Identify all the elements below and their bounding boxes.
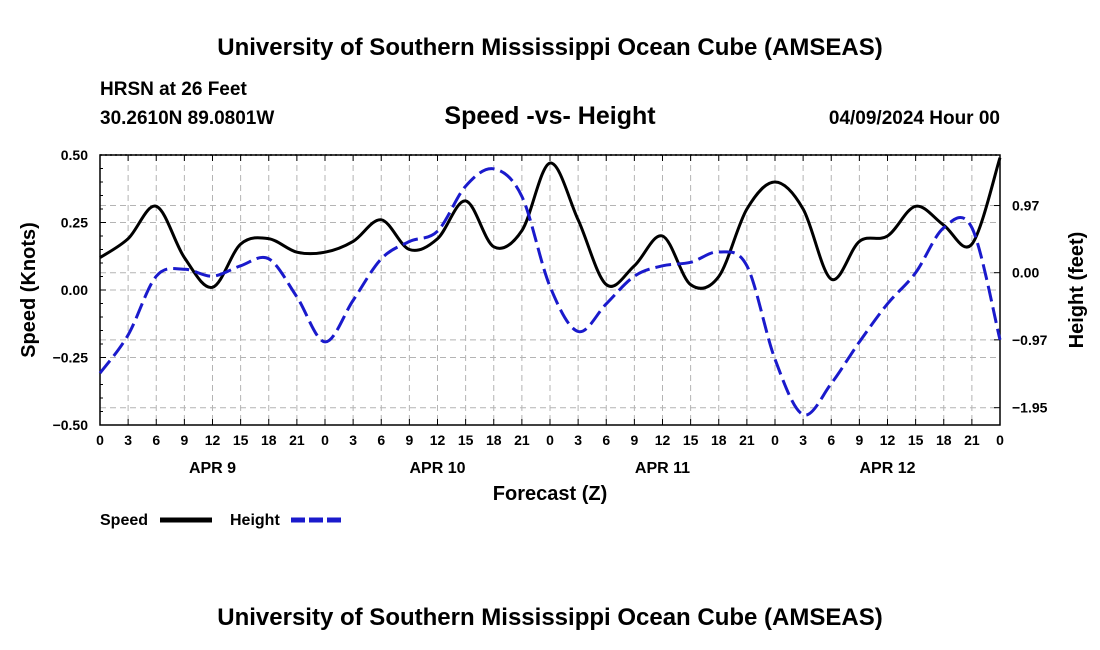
day-label-2: APR 11 bbox=[635, 460, 690, 477]
station-name: HRSN at 26 Feet bbox=[100, 79, 247, 100]
x-tick-label-32: 0 bbox=[996, 432, 1004, 448]
x-tick-label-18: 6 bbox=[602, 432, 610, 448]
x-tick-label-7: 21 bbox=[289, 432, 305, 448]
x-tick-label-24: 0 bbox=[771, 432, 779, 448]
x-tick-label-26: 6 bbox=[827, 432, 835, 448]
station-coordinates: 30.2610N 89.0801W bbox=[100, 108, 274, 129]
legend: Speed Height bbox=[100, 512, 343, 529]
x-tick-label-14: 18 bbox=[486, 432, 502, 448]
x-tick-label-19: 9 bbox=[630, 432, 638, 448]
x-tick-label-1: 3 bbox=[124, 432, 132, 448]
x-tick-label-2: 6 bbox=[152, 432, 160, 448]
x-tick-label-6: 18 bbox=[261, 432, 277, 448]
chart-main-title: University of Southern Mississippi Ocean… bbox=[217, 34, 882, 61]
x-axis-label: Forecast (Z) bbox=[493, 483, 607, 505]
day-label-0: APR 9 bbox=[189, 460, 236, 477]
x-tick-label-10: 6 bbox=[377, 432, 385, 448]
legend-label-height: Height bbox=[230, 512, 280, 529]
x-tick-label-5: 15 bbox=[233, 432, 249, 448]
grid-lines bbox=[100, 154, 1000, 425]
y2-tick-label-3: −1.95 bbox=[1012, 400, 1048, 416]
x-tick-label-8: 0 bbox=[321, 432, 329, 448]
x-tick-label-4: 12 bbox=[205, 432, 221, 448]
x-tick-label-9: 3 bbox=[349, 432, 357, 448]
day-label-3: APR 12 bbox=[859, 460, 915, 477]
x-tick-label-29: 15 bbox=[908, 432, 924, 448]
series-line-speed bbox=[99, 157, 1002, 290]
x-tick-label-0: 0 bbox=[96, 432, 104, 448]
x-tick-label-15: 21 bbox=[514, 432, 530, 448]
series-lines bbox=[98, 157, 1002, 417]
y-tick-label-1: 0.25 bbox=[61, 215, 88, 231]
chart-subtitle: Speed -vs- Height bbox=[444, 102, 656, 130]
y2-tick-label-0: 0.97 bbox=[1012, 198, 1039, 214]
x-tick-label-23: 21 bbox=[739, 432, 755, 448]
y2-tick-label-2: −0.97 bbox=[1012, 332, 1048, 348]
x-tick-label-21: 15 bbox=[683, 432, 699, 448]
x-tick-label-27: 9 bbox=[855, 432, 863, 448]
y-tick-label-2: 0.00 bbox=[61, 282, 88, 298]
x-tick-label-12: 12 bbox=[430, 432, 446, 448]
x-tick-label-31: 21 bbox=[964, 432, 980, 448]
x-tick-label-13: 15 bbox=[458, 432, 474, 448]
footer-title: University of Southern Mississippi Ocean… bbox=[217, 604, 882, 631]
x-tick-label-3: 9 bbox=[180, 432, 188, 448]
y-tick-label-4: −0.50 bbox=[53, 417, 89, 433]
legend-label-speed: Speed bbox=[100, 512, 148, 529]
x-tick-label-30: 18 bbox=[936, 432, 952, 448]
y-tick-label-0: 0.50 bbox=[61, 147, 88, 163]
x-tick-label-20: 12 bbox=[655, 432, 671, 448]
y2-axis-label: Height (feet) bbox=[1066, 232, 1088, 349]
x-tick-label-22: 18 bbox=[711, 432, 727, 448]
y-tick-label-3: −0.25 bbox=[53, 350, 89, 366]
x-tick-label-16: 0 bbox=[546, 432, 554, 448]
x-tick-label-25: 3 bbox=[799, 432, 807, 448]
series-line-height bbox=[98, 167, 1002, 417]
forecast-datetime: 04/09/2024 Hour 00 bbox=[829, 108, 1000, 129]
y2-tick-label-1: 0.00 bbox=[1012, 265, 1039, 281]
x-tick-label-11: 9 bbox=[405, 432, 413, 448]
x-tick-label-28: 12 bbox=[880, 432, 896, 448]
day-label-1: APR 10 bbox=[409, 460, 465, 477]
y-axis-label: Speed (Knots) bbox=[18, 222, 40, 358]
x-tick-label-17: 3 bbox=[574, 432, 582, 448]
